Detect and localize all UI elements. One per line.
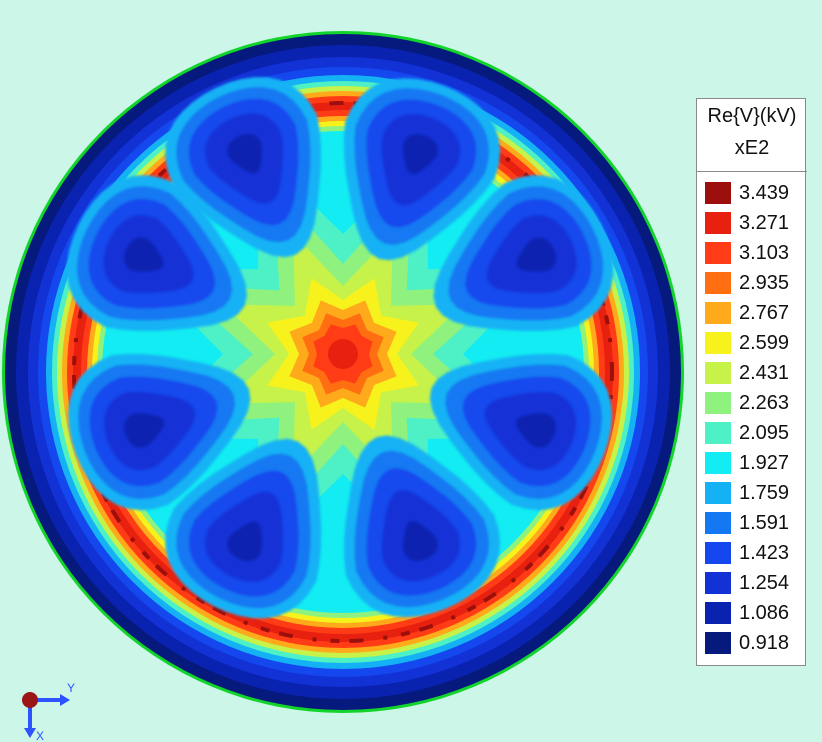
y-axis-arrowhead (60, 694, 70, 706)
ring-peak-speckle (72, 101, 614, 643)
lobe-core-1086 (123, 237, 164, 272)
lobe-core-1086 (403, 520, 438, 561)
legend-swatch (705, 212, 731, 234)
legend-value: 1.423 (739, 542, 790, 564)
legend-swatch (705, 242, 731, 264)
legend-value: 2.935 (739, 272, 790, 294)
legend-level: 1.423 (697, 539, 807, 567)
lobe-core-1086 (227, 521, 262, 562)
legend-swatch (705, 272, 731, 294)
legend-value: 1.759 (739, 482, 790, 504)
legend-level: 1.759 (697, 479, 807, 507)
legend-swatch (705, 542, 731, 564)
legend-level: 2.767 (697, 299, 807, 327)
legend-swatch (705, 302, 731, 324)
lobe-core-1086 (227, 134, 262, 174)
axes-triad-icon: Y X (22, 681, 75, 742)
lobe-core-1086 (403, 134, 438, 175)
legend-level: 2.263 (697, 389, 807, 417)
legend-level: 1.254 (697, 569, 807, 597)
legend-value: 3.271 (739, 212, 790, 234)
legend-level: 3.103 (697, 239, 807, 267)
legend-level: 3.439 (697, 179, 807, 207)
legend-value: 1.591 (739, 512, 790, 534)
legend-level: 2.599 (697, 329, 807, 357)
legend-level: 1.086 (697, 599, 807, 627)
legend-swatch (705, 392, 731, 414)
legend-value: 2.599 (739, 332, 790, 354)
legend-level: 1.927 (697, 449, 807, 477)
legend-scale-factor: xE2 (734, 137, 770, 159)
lobe-core-1086 (515, 413, 556, 448)
legend-swatch (705, 572, 731, 594)
legend-value: 3.103 (739, 242, 790, 264)
x-axis-label: X (36, 729, 44, 742)
lobe-core-1086 (516, 237, 557, 272)
lobe-core-1086 (124, 413, 165, 448)
legend-value: 2.431 (739, 362, 790, 384)
legend-panel: Re{V}(kV) xE2 3.439 3.271 3.103 2.935 2.767 2… (696, 98, 807, 666)
legend-swatch (705, 332, 731, 354)
legend-level: 2.935 (697, 269, 807, 297)
legend-value: 1.254 (739, 572, 790, 594)
legend-value: 3.439 (739, 182, 790, 204)
legend-level: 2.431 (697, 359, 807, 387)
center-core-3271 (328, 339, 358, 369)
legend-swatch (705, 632, 731, 654)
legend-separator (697, 171, 807, 172)
legend-value: 0.918 (739, 632, 790, 654)
legend-swatch (705, 482, 731, 504)
legend-value: 2.095 (739, 422, 790, 444)
legend-level: 2.095 (697, 419, 807, 447)
legend-level: 0.918 (697, 629, 807, 657)
legend-title: Re{V}(kV) (707, 105, 797, 127)
legend-level: 3.271 (697, 209, 807, 237)
origin-marker (22, 692, 38, 708)
legend-swatch (705, 362, 731, 384)
legend-value: 1.927 (739, 452, 790, 474)
x-axis-arrowhead (24, 728, 36, 738)
legend-value: 1.086 (739, 602, 790, 624)
y-axis-label: Y (67, 681, 75, 695)
legend-swatch (705, 602, 731, 624)
legend-swatch (705, 182, 731, 204)
legend-swatch (705, 452, 731, 474)
legend-swatch (705, 512, 731, 534)
legend-value: 2.263 (739, 392, 790, 414)
potential-field-disk (2, 31, 684, 713)
legend-value: 2.767 (739, 302, 790, 324)
legend-level: 1.591 (697, 509, 807, 537)
legend-swatch (705, 422, 731, 444)
